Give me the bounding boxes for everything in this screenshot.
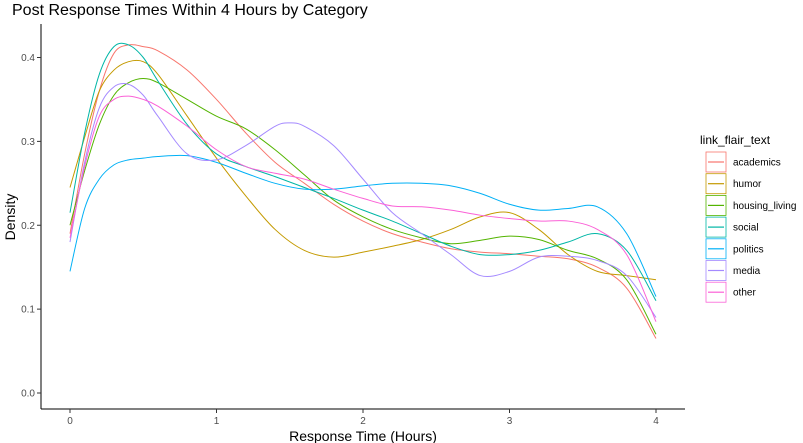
legend-label-other: other: [733, 288, 756, 299]
x-tick-label: 2: [360, 416, 366, 427]
legend-label-academics: academics: [733, 158, 781, 169]
series-line-politics: [69, 154, 657, 297]
series-line-academics: [69, 44, 657, 339]
y-tick-label: 0.0: [21, 389, 35, 400]
y-tick-label: 0.3: [21, 137, 35, 148]
series-line-housing-living: [69, 77, 657, 335]
y-tick-label: 0.1: [21, 305, 35, 316]
y-tick-label: 0.4: [21, 53, 35, 64]
series-line-other: [69, 95, 657, 322]
plot-area: 0.0 0.1 0.2 0.3 0.4 0 1 2 3 4: [21, 24, 685, 427]
y-axis-label: Density: [2, 194, 18, 241]
legend-label-humor: humor: [733, 179, 762, 190]
legend-label-housing-living: housing_living: [733, 201, 796, 212]
series-line-humor: [69, 59, 657, 281]
x-tick-label: 3: [507, 416, 513, 427]
legend-label-politics: politics: [733, 244, 764, 255]
legend-label-social: social: [733, 223, 759, 234]
x-tick-label: 4: [653, 416, 659, 427]
x-tick-label: 1: [214, 416, 220, 427]
x-axis-label: Response Time (Hours): [289, 428, 437, 443]
legend: link_flair_text academics humor housing_li…: [700, 133, 796, 303]
legend-title: link_flair_text: [700, 133, 771, 147]
chart-title: Post Response Times Within 4 Hours by Ca…: [12, 2, 368, 19]
series-line-social: [69, 42, 657, 301]
x-tick-label: 0: [67, 416, 73, 427]
y-tick-label: 0.2: [21, 221, 35, 232]
series-line-media: [69, 82, 657, 318]
legend-label-media: media: [733, 266, 761, 277]
